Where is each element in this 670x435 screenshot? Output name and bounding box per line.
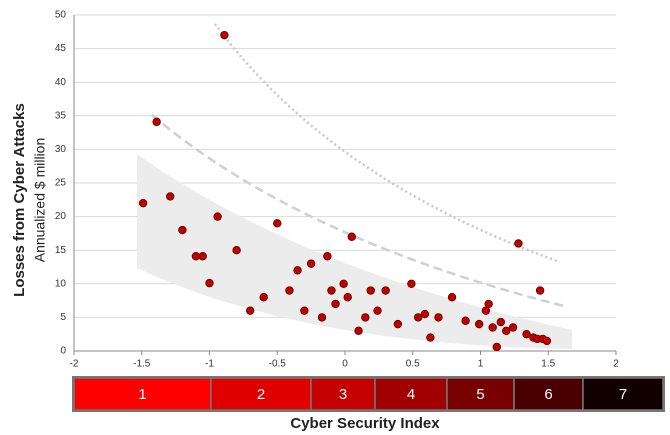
y-tick-label: 25 — [55, 178, 67, 189]
point — [198, 252, 207, 261]
index-label: 5 — [476, 386, 484, 403]
point — [339, 279, 348, 288]
point — [293, 266, 302, 275]
point — [213, 212, 222, 221]
point — [220, 30, 229, 40]
point — [259, 293, 268, 302]
index-label: 1 — [138, 386, 146, 403]
y-tick-label: 50 — [55, 10, 67, 21]
point — [166, 192, 175, 201]
point — [327, 286, 336, 295]
index-segment — [73, 377, 212, 411]
point — [354, 326, 363, 336]
upper-curve — [213, 23, 561, 264]
point — [361, 313, 370, 322]
point — [413, 313, 423, 322]
y-tick-label: 30 — [55, 144, 67, 155]
y-tick-label: 15 — [55, 245, 67, 256]
point — [461, 316, 470, 325]
point — [484, 299, 493, 309]
point — [542, 336, 552, 346]
point — [138, 198, 148, 208]
point — [232, 245, 241, 255]
index-label: 3 — [339, 386, 347, 403]
point — [496, 317, 506, 327]
point — [347, 232, 356, 241]
point — [323, 252, 332, 261]
point — [522, 330, 531, 339]
y-tick-label: 10 — [55, 278, 67, 289]
point — [317, 313, 327, 322]
x-tick-label: -0.5 — [269, 359, 287, 370]
y-axis-title: Losses from Cyber Attacks — [11, 103, 28, 297]
x-tick-label: -1 — [205, 359, 214, 370]
x-tick-label: 1.5 — [541, 359, 555, 370]
index-segment — [582, 377, 664, 411]
point — [434, 313, 443, 322]
point — [502, 326, 511, 336]
y-tick-label: 5 — [60, 312, 66, 323]
x-tick-label: -1.5 — [133, 359, 151, 370]
y-tick-label: 0 — [60, 346, 66, 357]
x-tick-label: -2 — [70, 359, 79, 370]
index-label: 4 — [407, 386, 415, 403]
point — [535, 286, 545, 295]
index-segment — [374, 377, 448, 411]
point — [366, 286, 375, 295]
point — [447, 293, 457, 302]
point — [152, 117, 161, 127]
point — [381, 286, 390, 295]
point — [393, 319, 403, 329]
point — [285, 286, 294, 295]
point — [426, 333, 435, 342]
band — [137, 154, 572, 349]
y-tick-label: 20 — [55, 211, 67, 222]
x-axis-title: Cyber Security Index — [290, 415, 440, 432]
y-tick-label: 35 — [55, 110, 67, 121]
point — [508, 323, 518, 332]
point — [178, 225, 187, 235]
y-axis-subtitle: Annualized $ million — [32, 138, 48, 263]
index-bar-frame — [72, 376, 665, 412]
point — [373, 306, 382, 315]
point — [474, 319, 484, 329]
point — [488, 323, 497, 332]
index-segment — [210, 377, 312, 411]
point — [492, 342, 501, 352]
x-tick-label: 0.5 — [406, 359, 420, 370]
point — [331, 299, 340, 309]
x-tick-label: 2 — [613, 359, 619, 370]
y-tick-label: 40 — [55, 77, 67, 88]
point — [420, 309, 430, 319]
point — [273, 219, 282, 228]
x-tick-label: 1 — [478, 359, 484, 370]
index-label: 6 — [544, 386, 552, 403]
y-tick-label: 45 — [55, 43, 67, 54]
index-segment — [513, 377, 584, 411]
point — [343, 293, 352, 302]
middle-curve — [151, 114, 569, 309]
point — [205, 278, 214, 288]
point — [514, 239, 523, 248]
index-label: 2 — [257, 386, 265, 403]
x-tick-label: 0 — [342, 359, 348, 370]
point — [306, 259, 316, 268]
index-label: 7 — [619, 386, 627, 403]
point — [245, 306, 255, 315]
point — [300, 306, 309, 315]
point — [407, 279, 416, 288]
